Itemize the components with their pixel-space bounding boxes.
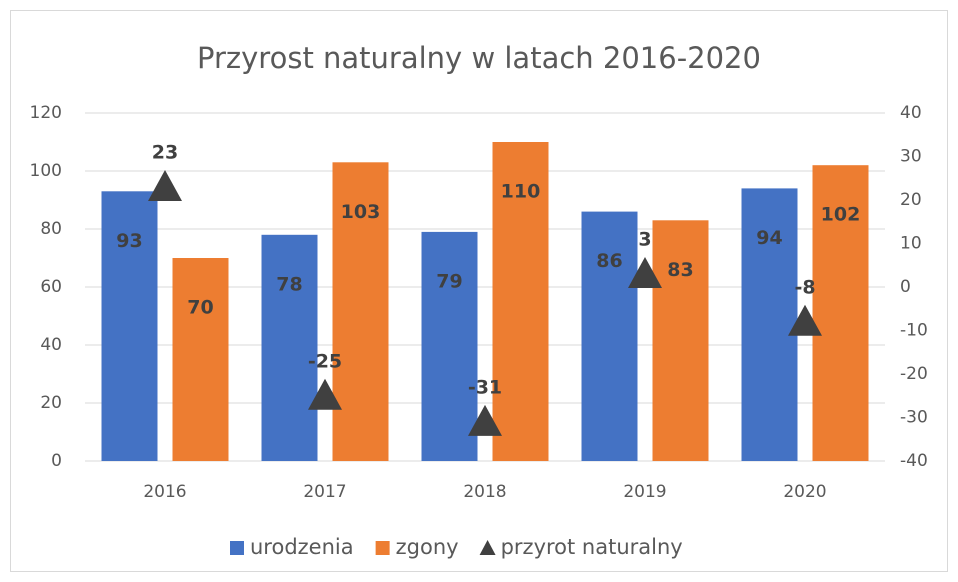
marker — [308, 378, 342, 410]
bar — [101, 191, 158, 462]
data-label: 23 — [152, 141, 178, 163]
data-label: 110 — [501, 181, 541, 203]
x-tick-label: 2017 — [303, 482, 346, 502]
x-tick-label: 2020 — [783, 482, 826, 502]
y2-tick-label: -10 — [900, 321, 928, 341]
marker — [468, 404, 502, 436]
y-tick-label: 0 — [51, 451, 62, 471]
legend-swatch — [230, 541, 244, 555]
y-tick-label: 60 — [40, 277, 62, 297]
bar — [332, 162, 389, 462]
data-label: 78 — [276, 273, 302, 295]
legend-swatch — [375, 541, 390, 555]
x-tick-label: 2018 — [463, 482, 506, 502]
y2-tick-label: 10 — [900, 234, 922, 254]
chart-title: Przyrost naturalny w latach 2016-2020 — [197, 41, 761, 75]
marker — [788, 304, 822, 336]
y2-tick-label: 30 — [900, 147, 922, 167]
legend-swatch — [479, 540, 496, 555]
data-label: 3 — [638, 228, 651, 250]
data-label: 79 — [436, 270, 462, 292]
x-tick-label: 2016 — [143, 482, 186, 502]
y2-tick-label: 0 — [900, 277, 911, 297]
y2-tick-label: 40 — [900, 103, 922, 123]
data-label: 103 — [341, 201, 381, 223]
data-label: 102 — [821, 204, 861, 226]
data-label: 86 — [596, 250, 622, 272]
data-label: 93 — [116, 230, 142, 252]
y-tick-label: 20 — [40, 393, 62, 413]
data-label: -25 — [308, 350, 342, 372]
bar — [741, 188, 798, 461]
bar — [261, 234, 318, 461]
y2-tick-label: -30 — [900, 408, 928, 428]
legend-label: zgony — [396, 535, 459, 559]
y2-tick-label: -20 — [900, 364, 928, 384]
data-label: -8 — [794, 276, 815, 298]
y-tick-label: 40 — [40, 335, 62, 355]
y-tick-label: 120 — [30, 103, 62, 123]
bar — [812, 165, 869, 461]
marker — [148, 169, 182, 201]
bar — [172, 258, 229, 461]
legend-label: urodzenia — [250, 535, 354, 559]
legend-label: przyrot naturalny — [501, 535, 683, 559]
x-tick-label: 2019 — [623, 482, 666, 502]
data-label: 94 — [756, 227, 782, 249]
marker — [628, 256, 662, 288]
bar — [652, 220, 709, 461]
bar — [492, 142, 549, 461]
bar — [421, 231, 478, 461]
y2-tick-label: 20 — [900, 190, 922, 210]
y-tick-label: 80 — [40, 219, 62, 239]
data-label: 70 — [187, 297, 213, 319]
y2-tick-label: -40 — [900, 451, 928, 471]
y-tick-label: 100 — [30, 161, 62, 181]
data-label: -31 — [468, 376, 502, 398]
data-label: 83 — [667, 259, 693, 281]
bar — [581, 211, 638, 461]
